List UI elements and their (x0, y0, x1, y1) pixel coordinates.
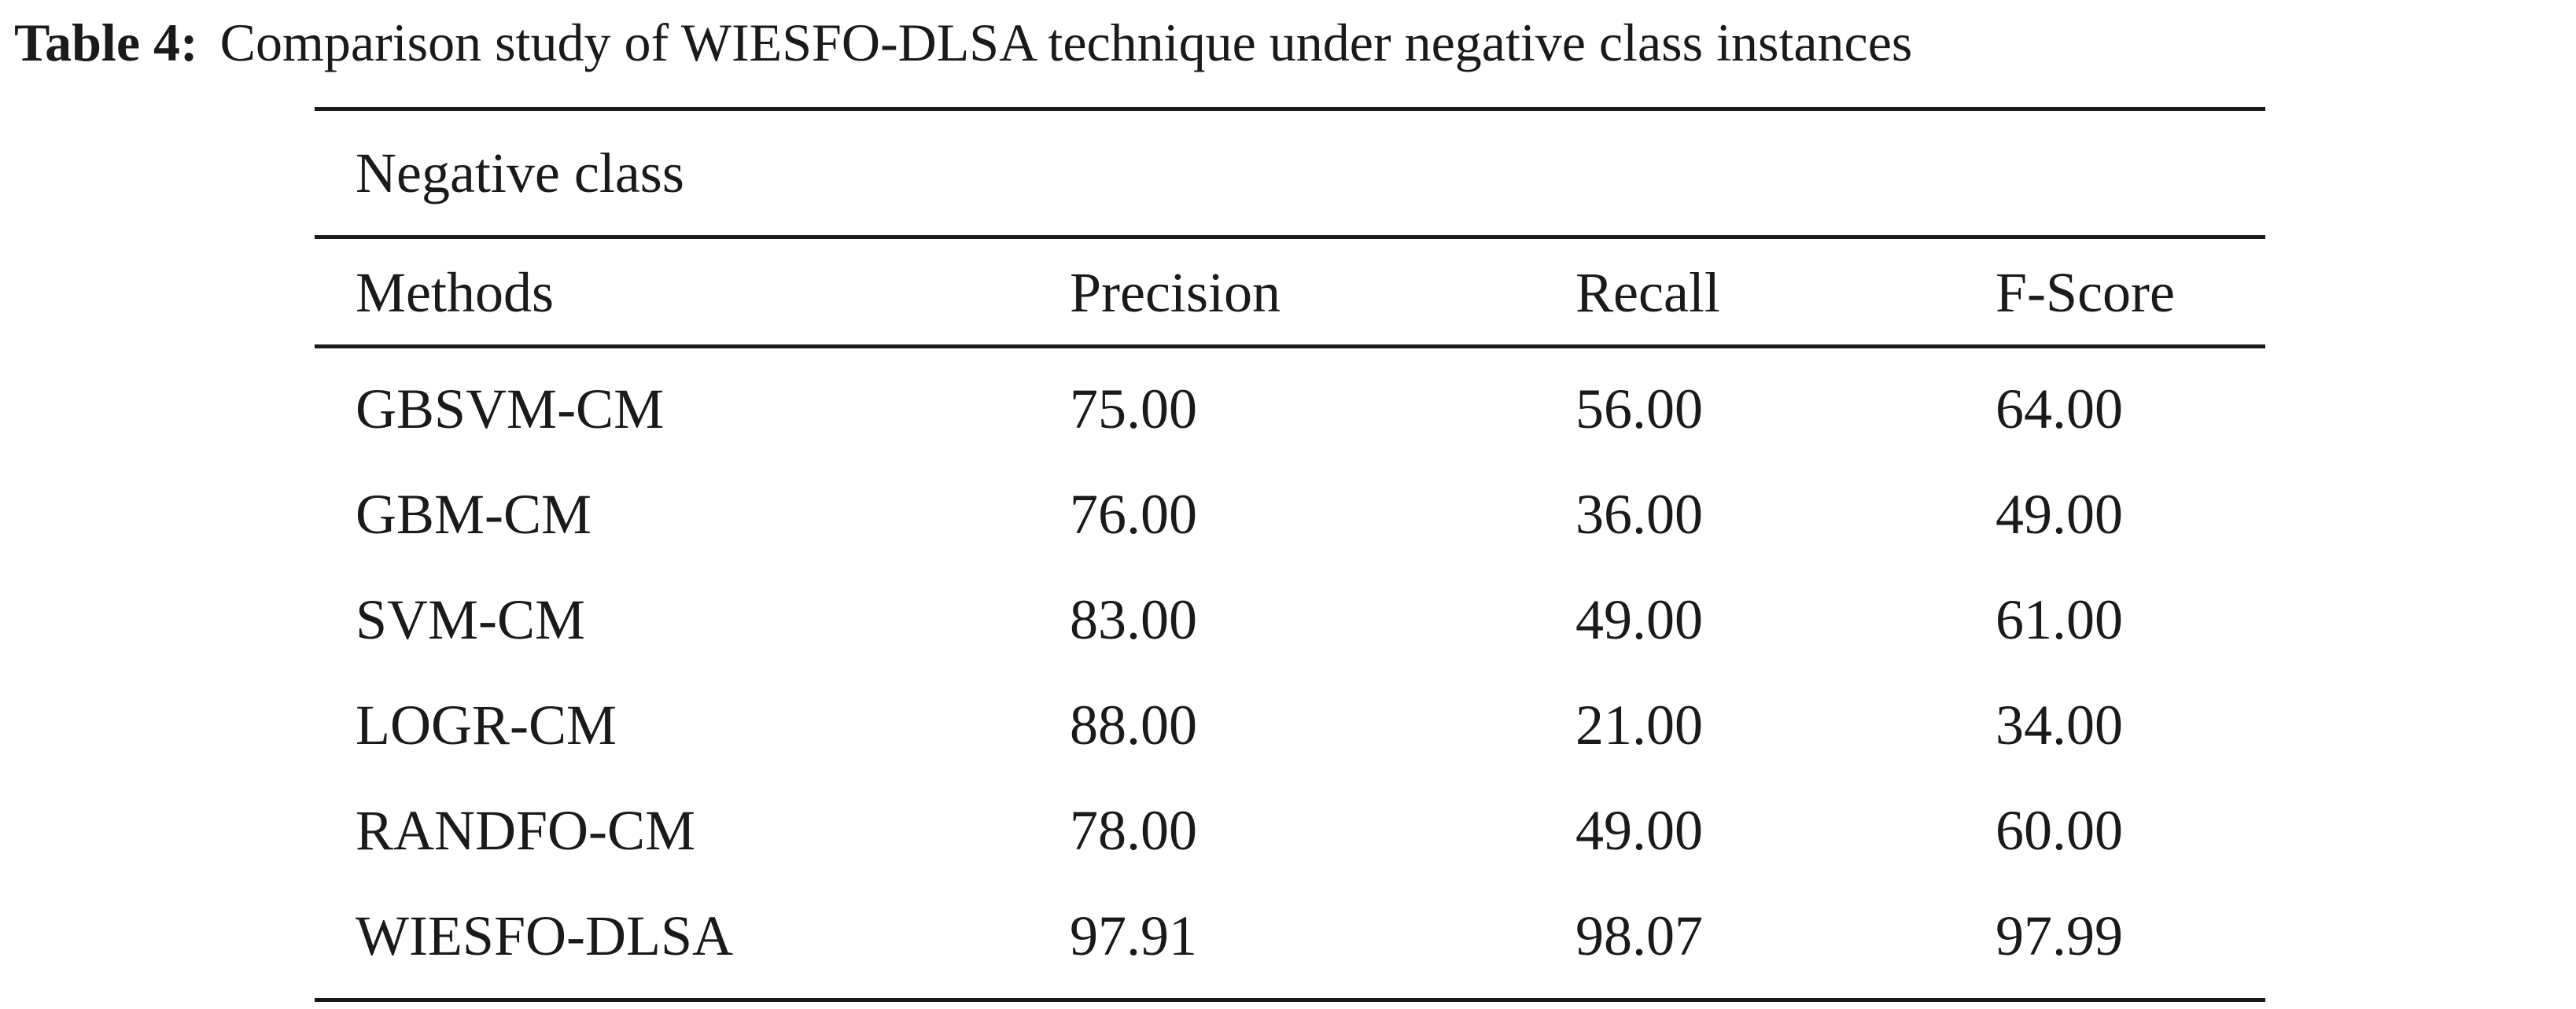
precision-cell: 97.91 (1070, 904, 1197, 967)
method-cell: WIESFO-DLSA (356, 904, 733, 967)
table-row: WIESFO-DLSA 97.91 98.07 97.99 (315, 883, 2265, 989)
group-label: Negative class (356, 142, 684, 204)
top-rule (315, 107, 2265, 111)
table-caption: Table 4: Comparison study of WIESFO-DLSA … (14, 3, 2570, 82)
recall-cell: 36.00 (1575, 483, 1703, 546)
group-rule (315, 235, 2265, 239)
precision-cell: 76.00 (1070, 483, 1197, 546)
table-row: GBM-CM 76.00 36.00 49.00 (315, 462, 2265, 567)
f-score-cell: 34.00 (1996, 694, 2123, 757)
method-cell: LOGR-CM (356, 694, 617, 757)
f-score-cell: 49.00 (1996, 483, 2123, 546)
method-cell: SVM-CM (356, 588, 586, 651)
column-header-recall: Recall (1575, 261, 1720, 324)
recall-cell: 98.07 (1575, 904, 1703, 967)
precision-cell: 75.00 (1070, 377, 1197, 440)
header-rule (315, 344, 2265, 348)
method-cell: GBM-CM (356, 483, 592, 546)
header-row: Methods Precision Recall F-Score (315, 240, 2265, 345)
table-row: GBSVM-CM 75.00 56.00 64.00 (315, 356, 2265, 462)
column-header-precision: Precision (1070, 261, 1281, 324)
bottom-rule (315, 998, 2265, 1002)
recall-cell: 49.00 (1575, 588, 1703, 651)
method-cell: GBSVM-CM (356, 377, 665, 440)
column-header-methods: Methods (356, 261, 554, 324)
table-body: GBSVM-CM 75.00 56.00 64.00 GBM-CM 76.00 … (315, 356, 2265, 989)
f-score-cell: 97.99 (1996, 904, 2123, 967)
precision-cell: 88.00 (1070, 694, 1197, 757)
caption-text: Comparison study of WIESFO-DLSA techniqu… (219, 13, 1913, 72)
recall-cell: 56.00 (1575, 377, 1703, 440)
f-score-cell: 64.00 (1996, 377, 2123, 440)
table-row: SVM-CM 83.00 49.00 61.00 (315, 567, 2265, 672)
f-score-cell: 61.00 (1996, 588, 2123, 651)
table-row: RANDFO-CM 78.00 49.00 60.00 (315, 778, 2265, 883)
column-header-f-score: F-Score (1996, 261, 2175, 324)
method-cell: RANDFO-CM (356, 799, 696, 862)
f-score-cell: 60.00 (1996, 799, 2123, 862)
caption-label: Table 4: (14, 13, 198, 72)
recall-cell: 21.00 (1575, 694, 1703, 757)
recall-cell: 49.00 (1575, 799, 1703, 862)
table-row: LOGR-CM 88.00 21.00 34.00 (315, 672, 2265, 778)
precision-cell: 78.00 (1070, 799, 1197, 862)
precision-cell: 83.00 (1070, 588, 1197, 651)
